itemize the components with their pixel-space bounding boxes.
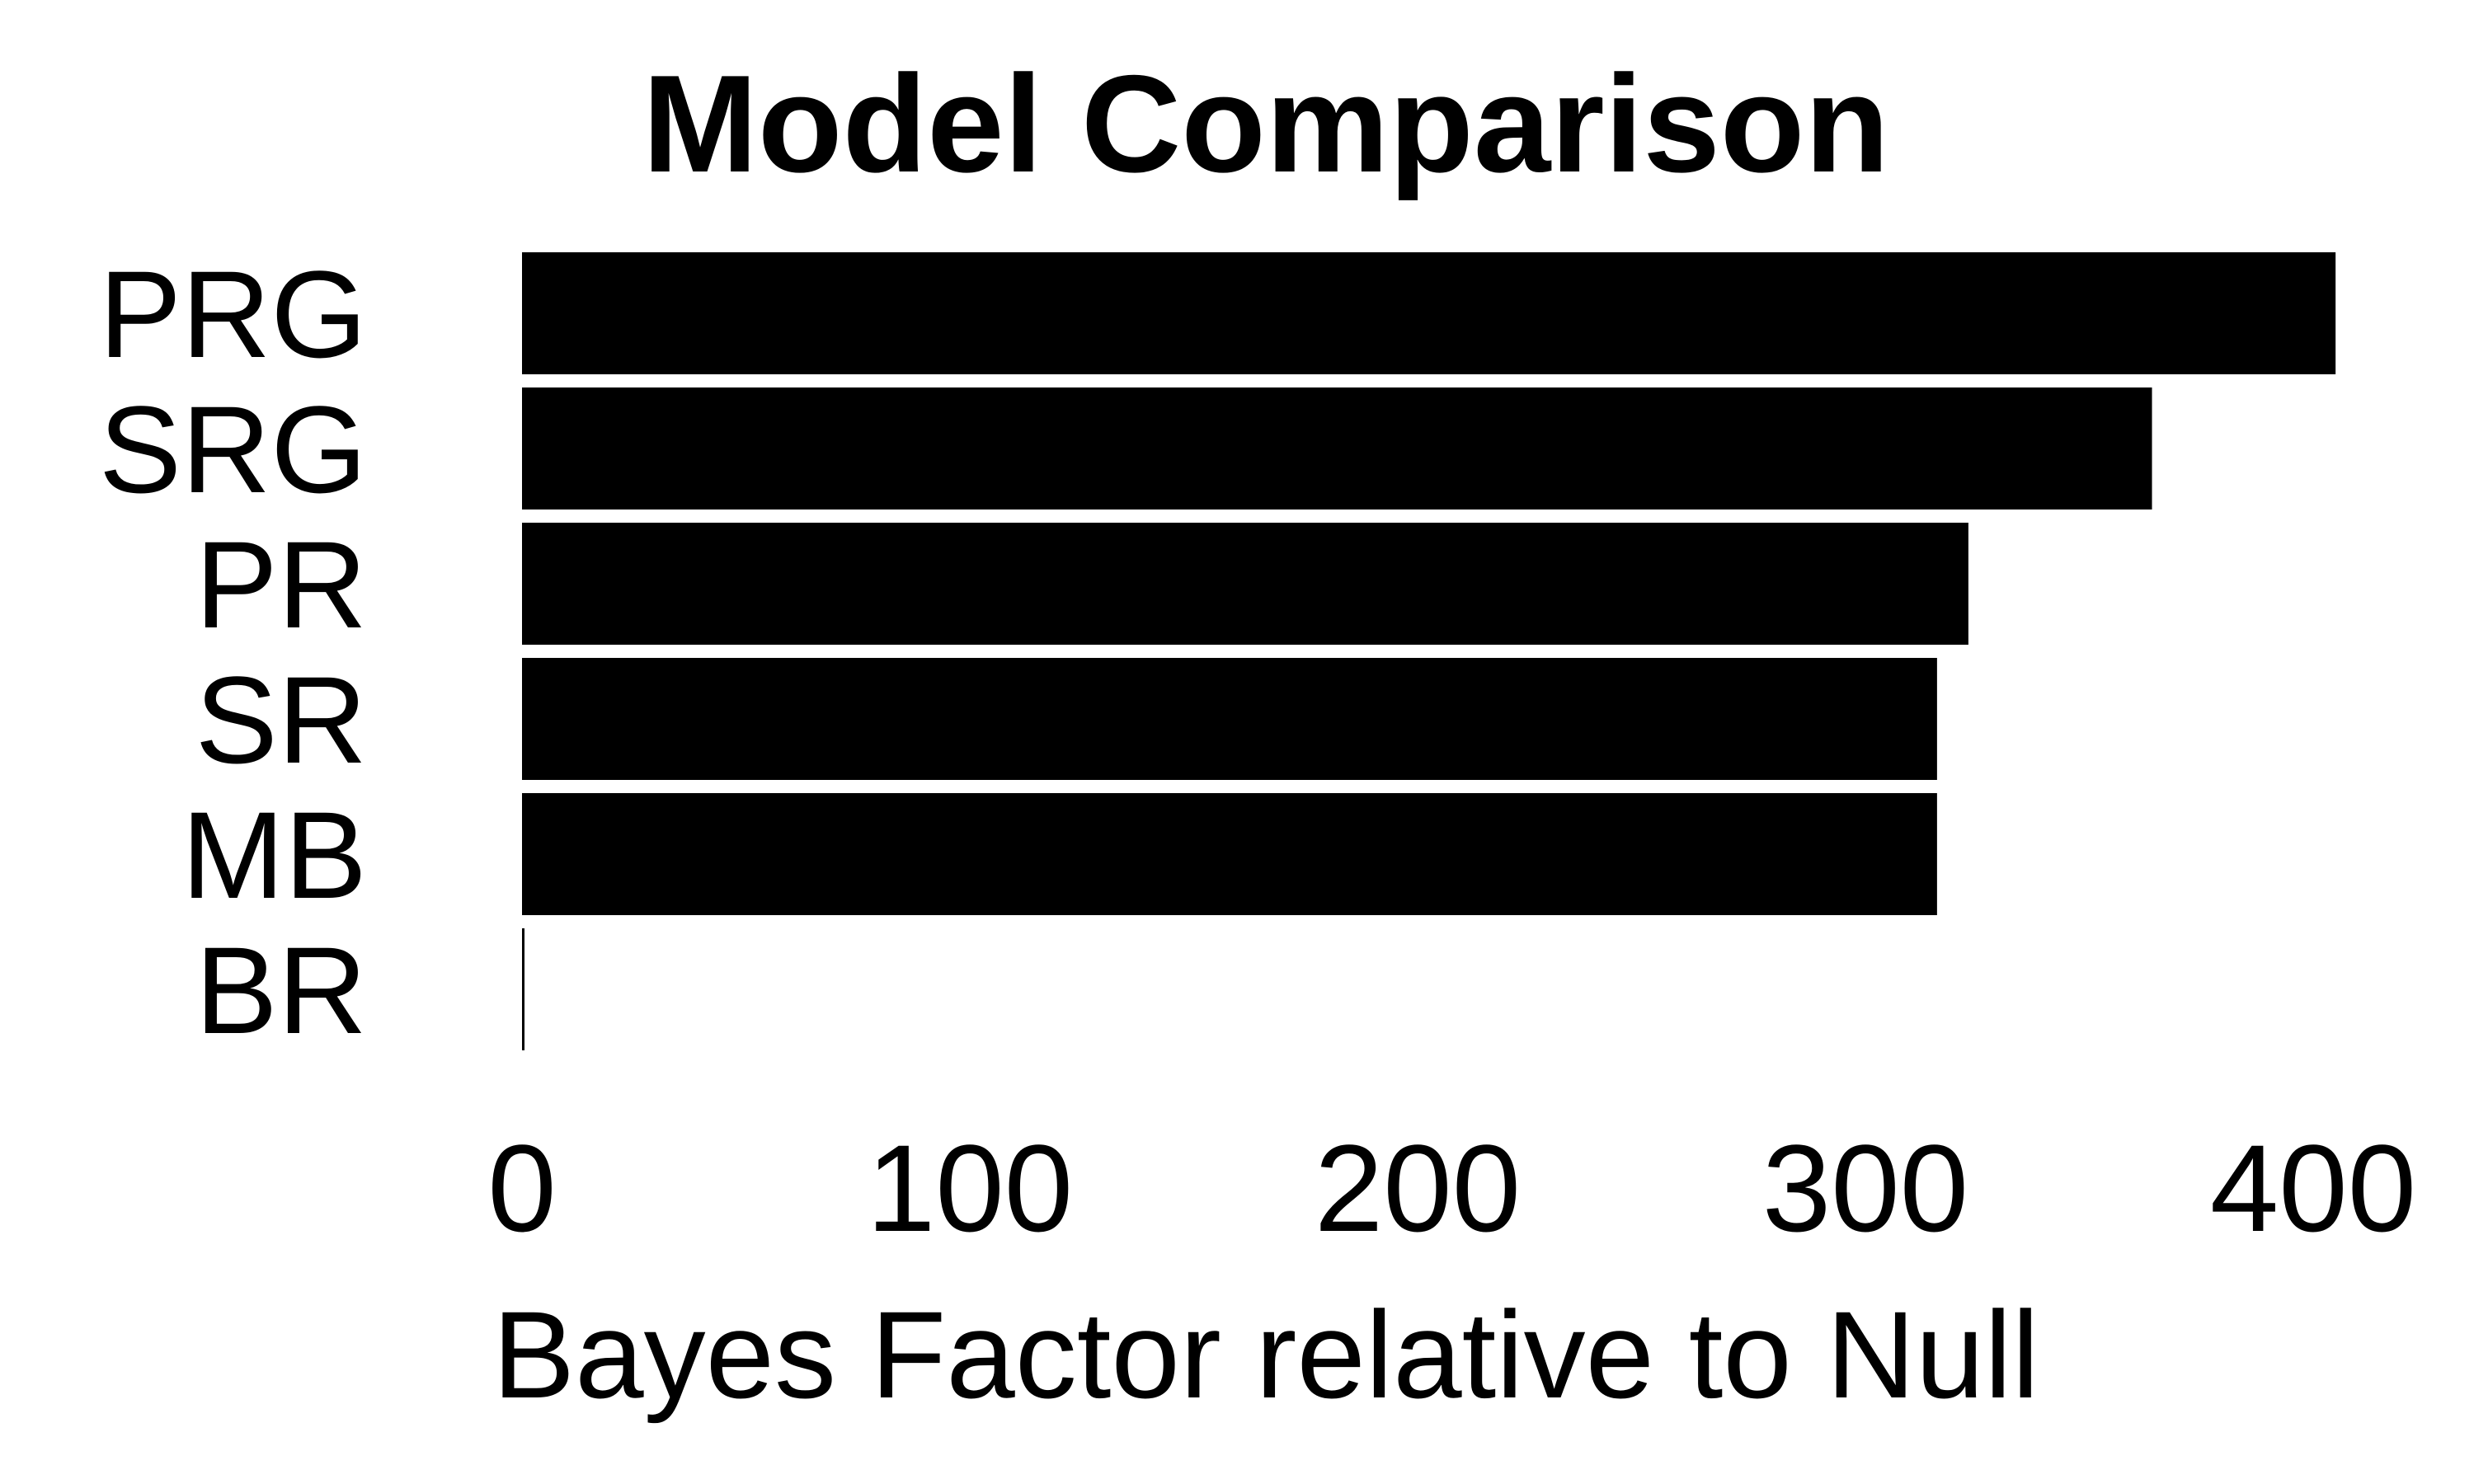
chart-title: Model Comparison <box>642 46 1889 201</box>
category-label-prg: PRG <box>99 245 367 383</box>
x-tick-labels: 0 100 200 300 400 <box>487 1119 2416 1257</box>
bar-sr <box>522 658 1937 780</box>
bar-srg <box>522 387 2152 510</box>
x-axis-title: Bayes Factor relative to Null <box>492 1285 2039 1424</box>
category-label-pr: PR <box>195 515 367 654</box>
x-tick-label: 0 <box>487 1119 556 1257</box>
x-tick-label: 100 <box>867 1119 1073 1257</box>
x-tick-label: 400 <box>2210 1119 2416 1257</box>
x-tick-label: 300 <box>1762 1119 1968 1257</box>
category-label-br: BR <box>195 921 367 1059</box>
bar-br <box>522 928 524 1050</box>
bar-pr <box>522 523 1968 645</box>
bars-group <box>522 252 2336 1050</box>
category-label-mb: MB <box>181 786 367 924</box>
category-label-sr: SR <box>195 650 367 789</box>
x-tick-label: 200 <box>1315 1119 1521 1257</box>
bar-mb <box>522 793 1937 915</box>
bar-prg <box>522 252 2336 374</box>
category-label-srg: SRG <box>99 380 367 519</box>
